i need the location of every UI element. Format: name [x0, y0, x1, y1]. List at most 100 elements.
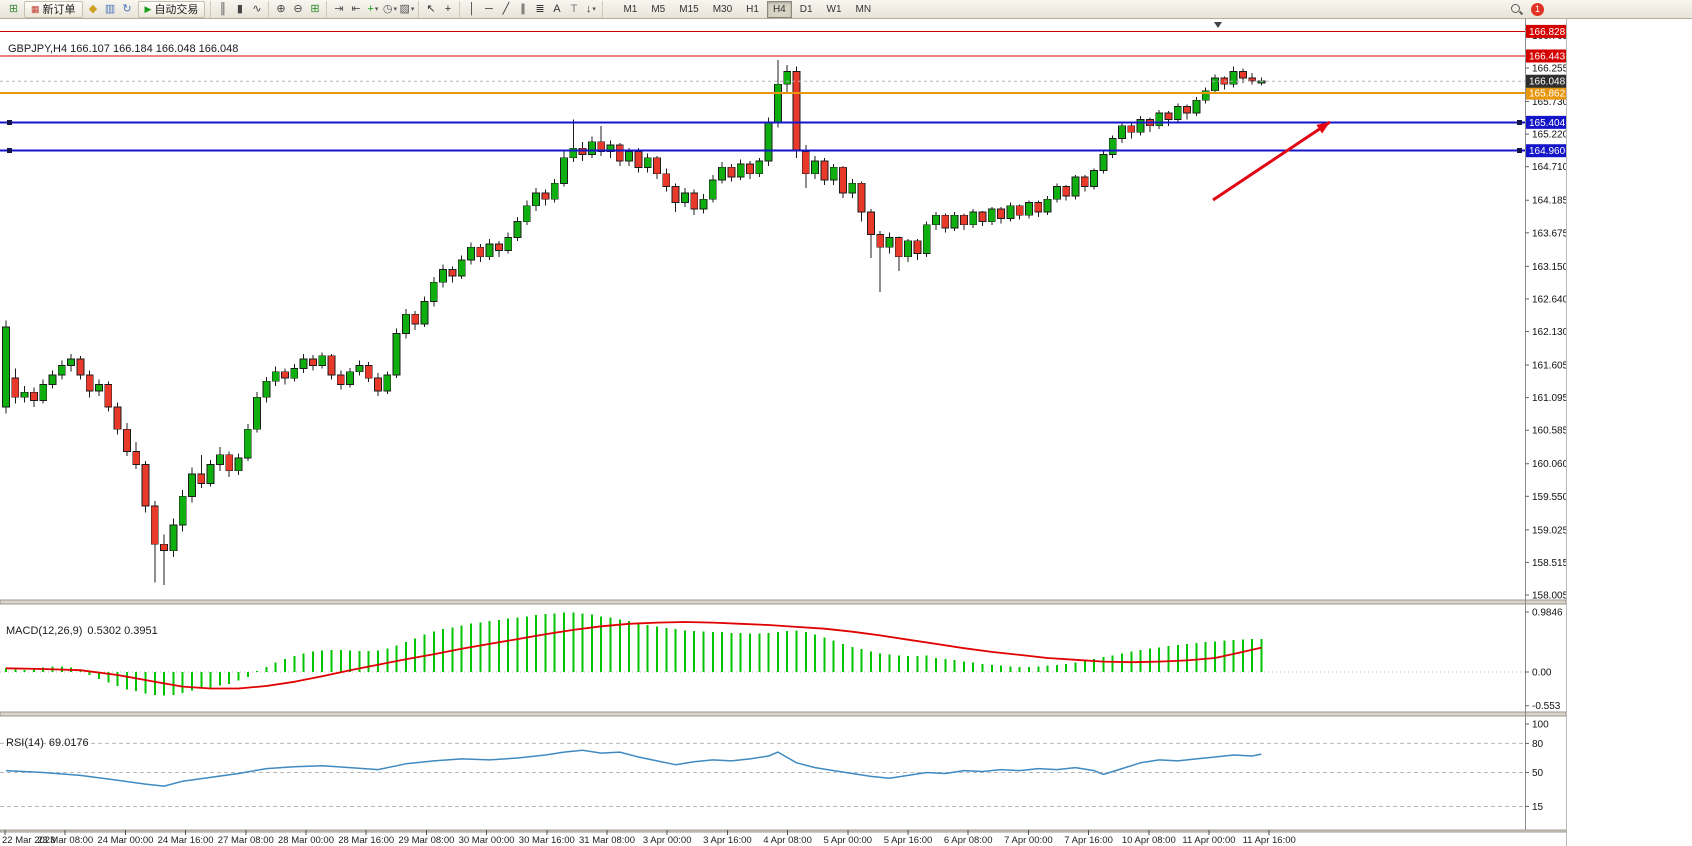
timeframe-M30[interactable]: M30 [712, 3, 733, 15]
svg-text:164.960: 164.960 [1529, 146, 1566, 157]
svg-text:11 Apr 00:00: 11 Apr 00:00 [1182, 835, 1235, 846]
tile-windows-icon[interactable]: ⊞ [310, 2, 320, 15]
new-order-button[interactable]: ▦ 新订单 [24, 0, 83, 18]
svg-text:158.005: 158.005 [1532, 591, 1566, 602]
svg-text:-0.553: -0.553 [1532, 701, 1561, 712]
svg-text:0.00: 0.00 [1532, 668, 1552, 679]
svg-text:160.585: 160.585 [1532, 426, 1566, 437]
svg-text:165.730: 165.730 [1532, 97, 1566, 108]
svg-text:164.185: 164.185 [1532, 196, 1566, 207]
timeframe-W1[interactable]: W1 [826, 3, 842, 15]
zoom-in-icon[interactable]: ⊕ [276, 2, 286, 15]
svg-text:161.095: 161.095 [1532, 393, 1566, 404]
svg-text:28 Mar 16:00: 28 Mar 16:00 [338, 835, 394, 846]
candlestick-chart-icon[interactable]: ▮ [236, 2, 243, 15]
svg-text:24 Mar 00:00: 24 Mar 00:00 [97, 835, 153, 846]
timeframe-H1[interactable]: H1 [746, 3, 759, 15]
svg-text:50: 50 [1532, 768, 1544, 779]
notification-badge[interactable]: 1 [1531, 2, 1544, 16]
timeframe-MN[interactable]: MN [855, 3, 872, 15]
chart-canvas: 166.765166.255165.730165.220164.710164.1… [0, 19, 1566, 846]
svg-text:15: 15 [1532, 802, 1544, 813]
toolbar-group-chart-type: ║ ▮ ∿ [211, 0, 270, 18]
vertical-line-icon[interactable]: │ [468, 2, 476, 15]
rsi-panel: 100 80 50 15 [0, 720, 1549, 813]
zoom-out-icon[interactable]: ⊖ [293, 2, 303, 15]
horizontal-lines-layer[interactable] [0, 30, 1525, 154]
new-order-icon: ▦ [31, 3, 40, 14]
timeframe-M1[interactable]: M1 [623, 3, 638, 15]
price-scale[interactable]: 166.765166.255165.730165.220164.710164.1… [1525, 19, 1566, 830]
fibonacci-icon[interactable]: ≣ [535, 2, 545, 15]
horizontal-line-icon[interactable]: ─ [485, 2, 493, 15]
arrows-tool-icon[interactable]: ↓ ▾ [585, 2, 596, 15]
toolbar-group-file: ⊞ ▦ 新订单 ◆ ▥ ↻ ▶ 自动交易 [2, 0, 212, 18]
profiles-icon[interactable]: ◆ [88, 2, 98, 15]
svg-text:23 Mar 08:00: 23 Mar 08:00 [37, 835, 93, 846]
channel-icon[interactable]: ∥ [520, 2, 526, 15]
search-icon[interactable] [1509, 2, 1524, 17]
timeframe-D1[interactable]: D1 [799, 3, 813, 15]
svg-text:166.255: 166.255 [1532, 64, 1566, 75]
auto-trading-icon: ▶ [144, 3, 152, 14]
svg-text:158.515: 158.515 [1532, 558, 1566, 569]
panel-separator[interactable] [0, 829, 1566, 833]
indicators-icon[interactable]: + ▾ [367, 2, 379, 15]
svg-text:159.025: 159.025 [1532, 525, 1566, 536]
svg-text:7 Apr 16:00: 7 Apr 16:00 [1064, 835, 1113, 846]
bar-chart-icon[interactable]: ║ [219, 2, 227, 15]
timeframe-buttons: M1 M5 M15 M30 H1 H4 D1 W1 MN [613, 0, 881, 18]
panel-separator[interactable] [0, 599, 1566, 605]
svg-text:30 Mar 00:00: 30 Mar 00:00 [459, 835, 515, 846]
svg-text:165.404: 165.404 [1529, 118, 1566, 129]
svg-text:165.862: 165.862 [1529, 89, 1566, 100]
svg-text:160.060: 160.060 [1532, 459, 1566, 470]
toolbar-group-cursor: ↖ + [419, 0, 461, 18]
auto-trading-button[interactable]: ▶ 自动交易 [137, 0, 206, 18]
svg-text:162.130: 162.130 [1532, 327, 1566, 338]
svg-text:30 Mar 16:00: 30 Mar 16:00 [519, 835, 575, 846]
chart-window[interactable]: 166.765166.255165.730165.220164.710164.1… [0, 19, 1567, 846]
svg-text:3 Apr 16:00: 3 Apr 16:00 [703, 835, 752, 846]
svg-text:162.640: 162.640 [1532, 294, 1566, 305]
trend-arrow-annotation[interactable] [1212, 120, 1331, 202]
templates-icon[interactable]: ▨ ▾ [399, 2, 415, 15]
auto-scroll-icon[interactable]: ⇥ [334, 2, 344, 15]
toolbar: ⊞ ▦ 新订单 ◆ ▥ ↻ ▶ 自动交易 ║ ▮ ∿ ⊕ ⊖ ⊞ ⇥ ⇤ + ▾ ◷ ▾ ▨ ▾ ↖ + │ ─ ╱ ∥ ≣ A T ↓ ▾ M1… [0, 0, 1692, 19]
svg-text:163.150: 163.150 [1532, 262, 1566, 273]
svg-text:22 Mar 2023: 22 Mar 2023 [2, 835, 55, 846]
svg-text:165.220: 165.220 [1532, 130, 1566, 141]
panel-separator[interactable] [0, 711, 1566, 717]
timeframe-H4[interactable]: H4 [766, 0, 792, 18]
svg-text:6 Apr 08:00: 6 Apr 08:00 [944, 835, 993, 846]
svg-text:166.828: 166.828 [1529, 27, 1566, 38]
line-chart-icon[interactable]: ∿ [252, 2, 262, 15]
candles-layer [2, 60, 1266, 586]
macd-panel: 0.9846 0.00 -0.553 [0, 607, 1563, 712]
timeframe-M15[interactable]: M15 [679, 3, 699, 15]
market-watch-icon[interactable]: ▥ [104, 2, 116, 15]
svg-text:4 Apr 08:00: 4 Apr 08:00 [763, 835, 812, 846]
crosshair-icon[interactable]: + [444, 2, 452, 15]
periods-icon[interactable]: ◷ ▾ [382, 2, 397, 15]
svg-text:31 Mar 08:00: 31 Mar 08:00 [579, 835, 635, 846]
toolbar-group-zoom: ⊕ ⊖ ⊞ [269, 0, 328, 18]
new-chart-icon[interactable]: ⊞ [8, 2, 19, 15]
timeframe-M5[interactable]: M5 [651, 3, 666, 15]
trendline-icon[interactable]: ╱ [502, 2, 510, 15]
svg-text:28 Mar 00:00: 28 Mar 00:00 [278, 835, 334, 846]
auto-trading-button-label: 自动交易 [154, 4, 199, 16]
toolbar-group-chart-tools: ⇥ ⇤ + ▾ ◷ ▾ ▨ ▾ [327, 0, 420, 18]
chart-shift-icon[interactable]: ⇤ [351, 2, 361, 15]
svg-text:166.443: 166.443 [1529, 51, 1566, 62]
svg-text:5 Apr 00:00: 5 Apr 00:00 [823, 835, 872, 846]
label-icon[interactable]: T [570, 2, 578, 15]
navigator-icon[interactable]: ↻ [122, 2, 132, 15]
svg-text:80: 80 [1532, 739, 1544, 750]
toolbar-group-objects: │ ─ ╱ ∥ ≣ A T ↓ ▾ [460, 0, 604, 18]
svg-text:163.675: 163.675 [1532, 228, 1566, 239]
cursor-icon[interactable]: ↖ [426, 2, 436, 15]
text-icon[interactable]: A [553, 2, 561, 15]
